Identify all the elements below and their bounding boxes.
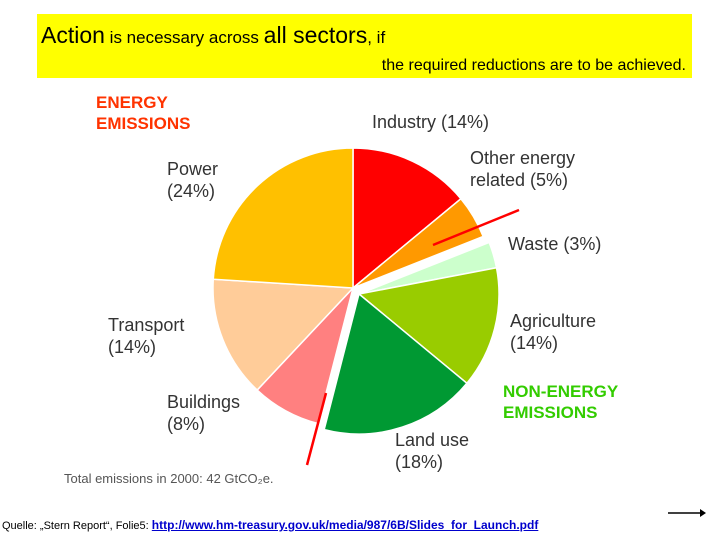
headline-banner: Action is necessary across all sectors, … xyxy=(37,14,692,78)
slice-label-agriculture: Agriculture (14%) xyxy=(510,311,596,353)
non-energy-emissions-label: NON-ENERGY EMISSIONS xyxy=(503,382,619,422)
slice-label-waste: Waste (3%) xyxy=(508,234,601,254)
headline-text-end: , if xyxy=(367,28,386,47)
headline-word-sectors: all sectors xyxy=(263,22,368,48)
total-emissions-note: Total emissions in 2000: 42 GtCO₂e. xyxy=(64,471,274,486)
slice-label-buildings: Buildings (8%) xyxy=(167,392,240,434)
next-arrow-icon[interactable] xyxy=(667,508,707,518)
headline-word-action: Action xyxy=(41,22,105,48)
slice-label-land-use: Land use (18%) xyxy=(395,430,469,472)
slice-label-industry: Industry (14%) xyxy=(372,112,489,132)
pie-slice-power xyxy=(212,147,354,289)
pie-slice-industry xyxy=(352,147,462,290)
slice-label-other-energy-related: Other energy related (5%) xyxy=(470,148,575,190)
pie-slice-other-energy-related xyxy=(352,197,485,289)
pie-slice-land-use xyxy=(323,292,468,435)
pie-slice-agriculture xyxy=(357,266,500,385)
pie-slice-transport xyxy=(212,278,355,392)
group-divider-bottom xyxy=(305,392,328,466)
energy-emissions-label: ENERGY EMISSIONS xyxy=(96,93,190,133)
headline-line-2: the required reductions are to be achiev… xyxy=(381,57,686,74)
slice-label-transport: Transport (14%) xyxy=(108,315,184,357)
headline-line-1: Action is necessary across all sectors, … xyxy=(41,22,385,49)
source-text: Quelle: „Stern Report“, Folie5: xyxy=(2,520,152,532)
source-footer: Quelle: „Stern Report“, Folie5: http://w… xyxy=(2,518,538,532)
headline-text: is necessary across xyxy=(104,28,264,47)
slice-label-power: Power (24%) xyxy=(167,159,218,201)
group-divider-top xyxy=(432,208,520,247)
source-link[interactable]: http://www.hm-treasury.gov.uk/media/987/… xyxy=(151,518,539,532)
